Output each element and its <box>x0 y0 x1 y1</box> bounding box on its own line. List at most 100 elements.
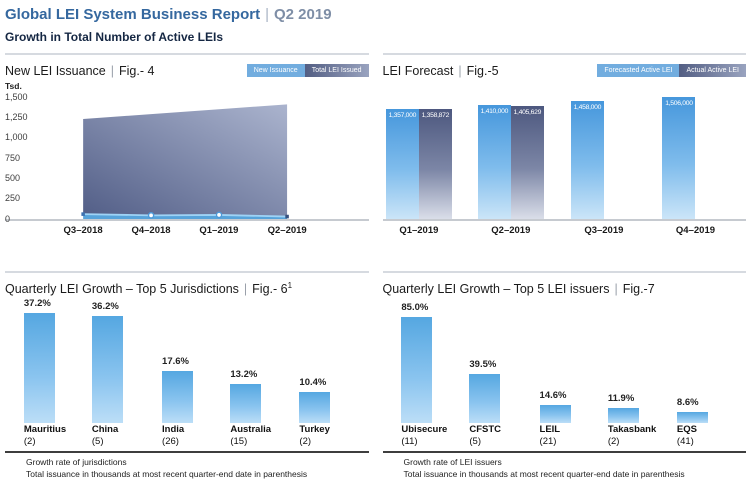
issuance-area-chart <box>40 93 367 219</box>
y-tick-label: 750 <box>5 153 20 163</box>
panel-header: New LEI Issuance|Fig.- 4 New Issuance To… <box>5 55 369 79</box>
y-tick-label: 1,500 <box>5 92 28 102</box>
footnotes: Growth rate of jurisdictions Total issua… <box>26 457 369 480</box>
bar-value-label: 1,410,000 <box>478 105 511 115</box>
growth-bar <box>469 374 500 423</box>
growth-value-label: 14.6% <box>540 390 567 401</box>
report-title: Global LEI System Business Report | Q2 201… <box>5 6 746 24</box>
growth-bar <box>299 392 330 423</box>
fig-label: Fig.-7 <box>623 282 655 296</box>
fig-divider: | <box>614 282 617 296</box>
panel-lei-forecast: LEI Forecast|Fig.-5 Forecasted Active LE… <box>383 53 747 271</box>
report-period: Q2 2019 <box>274 6 332 23</box>
category-name: Turkey <box>299 425 389 436</box>
footnote-line: Growth rate of jurisdictions <box>26 457 369 469</box>
growth-bar <box>540 405 571 423</box>
forecast-bar: 1,357,000 <box>386 109 419 219</box>
y-tick-label: 500 <box>5 173 20 183</box>
bar-value-label: 1,506,000 <box>662 97 695 107</box>
legend: New Issuance Total LEI Issued <box>247 64 369 77</box>
panel-growth-issuers: Quarterly LEI Growth – Top 5 LEI issuers… <box>383 271 747 480</box>
fig-label: Fig.- 6 <box>252 282 287 296</box>
forecast-bar: 1,506,000 <box>662 97 695 219</box>
actual-bar: 1,358,872 <box>419 109 452 219</box>
x-axis-label: Q2–2019 <box>471 225 551 236</box>
chart-title: LEI Forecast|Fig.-5 <box>383 64 499 78</box>
category-labels: Mauritius(2)China(5)India(26)Australia(1… <box>5 425 369 449</box>
chart-title-text: LEI Forecast <box>383 64 454 78</box>
y-tick-label: 0 <box>5 214 10 224</box>
footnotes: Growth rate of LEI issuers Total issuanc… <box>404 457 747 480</box>
growth-value-label: 85.0% <box>401 302 428 313</box>
chart-title: Quarterly LEI Growth – Top 5 LEI issuers… <box>383 282 655 296</box>
growth-bar <box>24 313 55 423</box>
y-tick-label: 1,250 <box>5 112 28 122</box>
footnote-line: Growth rate of LEI issuers <box>404 457 747 469</box>
fig-label: Fig.-5 <box>467 64 499 78</box>
x-axis-label: Q2–2019 <box>247 225 327 236</box>
x-axis-line <box>383 219 747 221</box>
growth-value-label: 11.9% <box>608 393 634 404</box>
data-point-marker <box>285 215 289 219</box>
panel-new-lei-issuance: New LEI Issuance|Fig.- 4 New Issuance To… <box>5 53 369 271</box>
bar-value-label: 1,357,000 <box>386 109 419 119</box>
fig-divider: | <box>111 64 114 78</box>
y-tick-label: 1,000 <box>5 132 28 142</box>
forecast-bar: 1,410,000 <box>478 105 511 219</box>
issuers-plot-area: 85.0% 39.5% 14.6% 11.9% 8.6% <box>383 297 747 423</box>
fig-footnote-marker: 1 <box>288 281 292 290</box>
growth-bar <box>401 317 432 423</box>
panel-header: Quarterly LEI Growth – Top 5 Jurisdictio… <box>5 273 369 297</box>
growth-value-label: 8.6% <box>677 397 699 408</box>
category-count: (2) <box>299 437 389 448</box>
growth-bar <box>92 316 123 423</box>
data-point-marker <box>216 212 221 217</box>
category-labels: Ubisecure(11)CFSTC(5)LEIL(21)Takasbank(2… <box>383 425 747 449</box>
growth-value-label: 39.5% <box>469 359 496 370</box>
fig-divider: | <box>244 282 247 296</box>
divider-rule <box>5 451 369 453</box>
footnote-line: Total issuance in thousands at most rece… <box>26 469 369 480</box>
legend-item-new-issuance: New Issuance <box>247 64 305 77</box>
chart-title-text: Quarterly LEI Growth – Top 5 Jurisdictio… <box>5 282 239 296</box>
footnote-line: Total issuance in thousands at most rece… <box>404 469 747 480</box>
growth-bar <box>230 384 261 423</box>
panel-header: Quarterly LEI Growth – Top 5 LEI issuers… <box>383 273 747 297</box>
report-title-text: Global LEI System Business Report <box>5 6 260 23</box>
panel-header: LEI Forecast|Fig.-5 Forecasted Active LE… <box>383 55 747 79</box>
bar-value-label: 1,358,872 <box>419 109 452 119</box>
report-subtitle: Growth in Total Number of Active LEIs <box>5 30 746 44</box>
chart-title-text: New LEI Issuance <box>5 64 106 78</box>
bar-value-label: 1,458,000 <box>571 101 604 111</box>
data-point-marker <box>81 212 85 216</box>
bar-value-label: 1,405,629 <box>511 106 544 116</box>
growth-bar <box>162 371 193 423</box>
category-label: Turkey(2) <box>299 425 389 447</box>
title-divider: | <box>265 6 269 23</box>
growth-bar <box>608 408 639 423</box>
panel-growth-jurisdictions: Quarterly LEI Growth – Top 5 Jurisdictio… <box>5 271 369 480</box>
chart-title: New LEI Issuance|Fig.- 4 <box>5 64 154 78</box>
legend-item-actual-active-lei: Actual Active LEI <box>679 64 746 77</box>
growth-value-label: 13.2% <box>230 369 257 380</box>
spacer <box>383 79 747 93</box>
chart-title-text: Quarterly LEI Growth – Top 5 LEI issuers <box>383 282 610 296</box>
category-name: EQS <box>677 425 750 436</box>
growth-value-label: 37.2% <box>24 298 51 309</box>
growth-value-label: 10.4% <box>299 377 326 388</box>
growth-value-label: 36.2% <box>92 301 119 312</box>
y-tick-label: 250 <box>5 193 20 203</box>
x-axis-line <box>5 219 369 221</box>
report-header: Global LEI System Business Report | Q2 201… <box>5 6 746 44</box>
category-label: EQS(41) <box>677 425 750 447</box>
jurisdictions-plot-area: 37.2%36.2%17.6%13.2%10.4% <box>5 297 369 423</box>
legend: Forecasted Active LEI Actual Active LEI <box>597 64 746 77</box>
category-count: (41) <box>677 437 750 448</box>
legend-item-total-lei-issued: Total LEI Issued <box>305 64 369 77</box>
growth-bar <box>677 412 708 423</box>
legend-item-forecasted-active-lei: Forecasted Active LEI <box>597 64 679 77</box>
